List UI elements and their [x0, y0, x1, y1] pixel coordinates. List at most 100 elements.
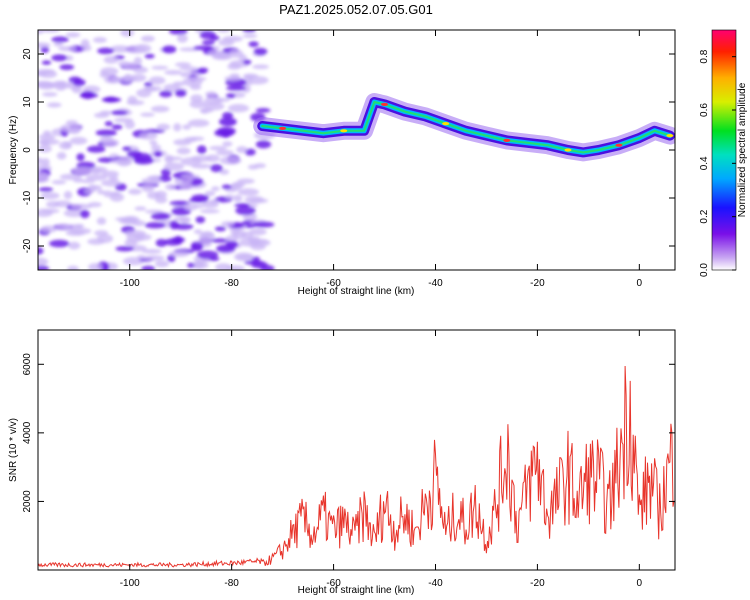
noise-blob: [109, 45, 131, 53]
noise-blob: [195, 216, 206, 224]
noise-blob: [196, 250, 219, 260]
noise-blob: [49, 239, 70, 248]
noise-blob: [199, 209, 220, 214]
noise-blob: [63, 190, 73, 200]
noise-blob: [111, 124, 123, 130]
snr-y-label: SNR (10 * v/v): [8, 418, 19, 482]
spectrogram-x-label: Height of straight line (km): [298, 286, 415, 297]
noise-blob: [244, 260, 265, 265]
noise-blob: [54, 200, 72, 208]
noise-blob: [38, 133, 56, 141]
noise-blob: [210, 164, 223, 173]
noise-blob: [211, 186, 220, 192]
noise-blob: [200, 231, 214, 238]
noise-blob: [205, 154, 220, 163]
noise-blob: [51, 179, 67, 185]
noise-blob: [247, 164, 259, 170]
noise-blob: [227, 103, 250, 113]
noise-blob: [97, 47, 115, 55]
snr-x-tick-label: -60: [326, 578, 341, 589]
snr-x-tick-label: -40: [428, 578, 443, 589]
track-hotspot: [381, 102, 389, 106]
noise-blob: [76, 153, 85, 162]
noise-blob: [149, 176, 161, 185]
noise-blob: [210, 238, 230, 243]
noise-blob: [163, 162, 185, 171]
noise-blob: [173, 123, 182, 132]
noise-blob: [164, 69, 183, 76]
colorbar-gradient: [712, 30, 736, 270]
noise-blob: [99, 136, 114, 144]
noise-blob: [253, 47, 268, 56]
noise-blob: [182, 124, 192, 130]
noise-blob: [164, 154, 174, 164]
track-peak: [261, 101, 671, 154]
noise-blob: [199, 30, 216, 40]
snr-x-tick-label: -80: [224, 578, 239, 589]
noise-blob: [109, 175, 119, 182]
noise-blob: [237, 178, 255, 185]
noise-blob: [193, 45, 214, 51]
noise-blob: [237, 188, 259, 196]
noise-blob: [243, 59, 252, 65]
noise-blob: [205, 91, 217, 97]
noise-blob: [141, 183, 155, 193]
spectrogram-x-tick-label: -20: [530, 278, 545, 289]
noise-blob: [143, 82, 153, 87]
noise-blob: [149, 140, 158, 146]
snr-x-label: Height of straight line (km): [298, 585, 415, 596]
noise-blob: [216, 30, 231, 33]
noise-blob: [207, 50, 225, 57]
noise-blob: [38, 175, 50, 184]
noise-blob: [97, 189, 106, 195]
snr-x-tick-label: 0: [637, 578, 643, 589]
noise-blob: [38, 265, 50, 270]
track-hotspot: [666, 134, 674, 138]
noise-blob: [41, 60, 52, 65]
noise-blob: [187, 119, 210, 128]
noise-blob: [176, 147, 191, 155]
noise-blob: [160, 168, 171, 177]
noise-blob: [40, 46, 50, 54]
noise-blob: [150, 105, 170, 113]
noise-blob: [242, 33, 258, 38]
noise-blob: [136, 88, 152, 98]
noise-blob: [151, 65, 169, 70]
noise-blob: [132, 66, 149, 74]
colorbar-ticks: 0.0 0.2 0.4 0.6 0.8: [699, 49, 736, 277]
noise-blob: [196, 145, 207, 154]
noise-blob: [100, 67, 119, 76]
noise-blob: [71, 85, 83, 94]
noise-blob: [150, 212, 171, 221]
noise-blob: [183, 202, 198, 211]
noise-blob: [225, 241, 239, 249]
noise-blob: [96, 234, 114, 244]
noise-blob: [65, 32, 81, 38]
noise-blob: [222, 35, 243, 42]
noise-blob: [154, 190, 168, 199]
noise-blob: [169, 220, 180, 230]
chart-title: PAZ1.2025.052.07.05.G01: [279, 2, 433, 17]
noise-blob: [95, 129, 117, 137]
noise-blob: [187, 262, 196, 268]
spectrogram-x-tick-label: 0: [637, 278, 643, 289]
noise-blob: [43, 130, 52, 137]
noise-blob: [242, 84, 251, 93]
noise-blob: [176, 34, 188, 43]
noise-blob: [162, 45, 177, 54]
noise-blob: [70, 203, 93, 209]
noise-blob: [58, 46, 77, 52]
noise-blob: [252, 221, 275, 228]
noise-blob: [38, 157, 44, 165]
noise-blob: [169, 250, 190, 257]
noise-blob: [221, 221, 235, 227]
noise-blob: [216, 149, 234, 156]
track-hotspot: [564, 148, 572, 152]
noise-blob: [209, 199, 219, 205]
noise-blob: [126, 150, 142, 158]
track-hotspot: [340, 129, 348, 133]
noise-blob: [38, 247, 44, 255]
noise-blob: [242, 73, 259, 79]
noise-blob: [204, 190, 216, 197]
noise-blob: [56, 152, 67, 160]
